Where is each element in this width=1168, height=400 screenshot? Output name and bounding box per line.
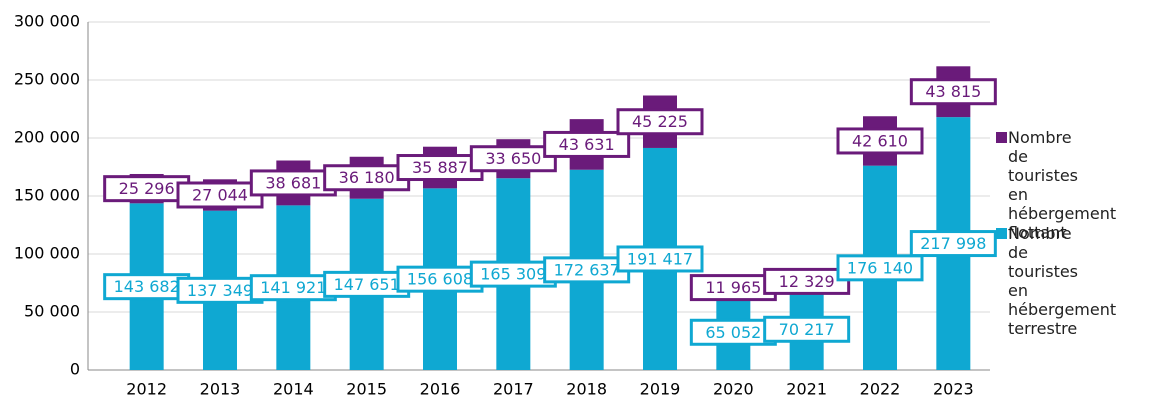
x-tick-label: 2020 — [713, 380, 754, 399]
y-tick-label: 250 000 — [14, 70, 80, 89]
data-label-box — [323, 270, 411, 298]
data-label: 65 052 — [705, 323, 761, 342]
data-label: 172 637 — [554, 260, 620, 279]
data-label: 176 140 — [847, 258, 913, 277]
y-tick-label: 0 — [70, 360, 80, 379]
data-label-box — [909, 230, 997, 258]
x-tick-label: 2022 — [860, 380, 901, 399]
data-label: 141 921 — [260, 278, 326, 297]
data-label: 191 417 — [627, 249, 693, 268]
data-label: 36 180 — [339, 168, 395, 187]
data-label-box — [616, 108, 704, 136]
data-label-box — [103, 175, 191, 203]
data-label: 217 998 — [920, 234, 986, 253]
data-label: 42 610 — [852, 131, 908, 150]
data-label-box — [469, 145, 557, 173]
y-tick-label: 200 000 — [14, 128, 80, 147]
data-label: 43 631 — [559, 135, 615, 154]
data-label-box — [763, 315, 851, 343]
data-label-box — [616, 245, 704, 273]
data-label-box — [469, 260, 557, 288]
x-tick-label: 2023 — [933, 380, 974, 399]
data-label-box — [689, 274, 777, 302]
legend-item: Nombre de touristes en hébergement terre… — [996, 224, 1168, 338]
data-label: 38 681 — [265, 173, 321, 192]
x-tick-label: 2016 — [420, 380, 461, 399]
y-tick-label: 50 000 — [24, 302, 80, 321]
x-tick-label: 2014 — [273, 380, 314, 399]
legend-label: Nombre de touristes en hébergement terre… — [1008, 224, 1117, 338]
data-label-box — [763, 267, 851, 295]
data-label: 70 217 — [779, 320, 835, 339]
data-label: 156 608 — [407, 270, 473, 289]
data-label-box — [689, 318, 777, 346]
legend-label: Nombre de touristes en hébergement flott… — [1008, 128, 1117, 242]
data-label-box — [836, 127, 924, 155]
legend-swatch — [996, 132, 1007, 143]
data-label-box — [543, 130, 631, 158]
legend-item: Nombre de touristes en hébergement flott… — [996, 128, 1168, 242]
data-label: 25 296 — [119, 179, 175, 198]
y-tick-label: 150 000 — [14, 186, 80, 205]
x-tick-label: 2021 — [786, 380, 827, 399]
data-label-box — [396, 154, 484, 182]
data-label-box — [396, 265, 484, 293]
data-label-box — [249, 169, 337, 197]
data-label: 11 965 — [705, 278, 761, 297]
x-tick-label: 2017 — [493, 380, 534, 399]
data-label: 43 815 — [925, 82, 981, 101]
x-tick-label: 2018 — [566, 380, 607, 399]
x-tick-label: 2015 — [346, 380, 387, 399]
y-tick-label: 100 000 — [14, 244, 80, 263]
data-label: 35 887 — [412, 158, 468, 177]
data-label-box — [836, 254, 924, 282]
data-label: 165 309 — [480, 265, 546, 284]
y-tick-label: 300 000 — [14, 12, 80, 31]
x-tick-label: 2013 — [200, 380, 241, 399]
x-tick-label: 2012 — [126, 380, 167, 399]
data-label-box — [909, 78, 997, 106]
x-tick-label: 2019 — [640, 380, 681, 399]
data-label: 33 650 — [485, 149, 541, 168]
data-label: 137 349 — [187, 281, 253, 300]
data-label: 143 682 — [114, 277, 180, 296]
data-label: 45 225 — [632, 112, 688, 131]
data-label: 12 329 — [779, 272, 835, 291]
data-label: 27 044 — [192, 185, 248, 204]
legend-swatch — [996, 228, 1007, 239]
data-label: 147 651 — [334, 275, 400, 294]
